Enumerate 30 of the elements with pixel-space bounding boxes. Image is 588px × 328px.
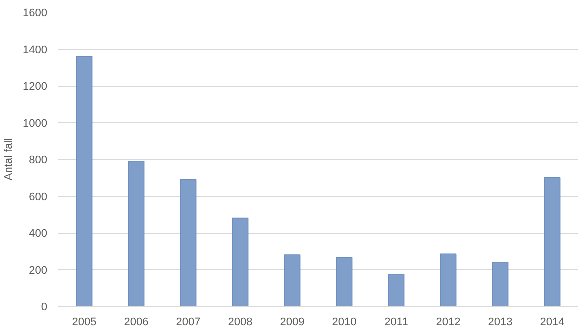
y-tick-label: 1600 [23, 8, 48, 20]
x-tick-label: 2013 [488, 316, 513, 328]
y-tick-label: 400 [29, 228, 48, 240]
bar [336, 257, 353, 306]
bar [128, 160, 145, 306]
y-tick-label: 800 [29, 154, 48, 166]
y-axis-title: Antal fall [3, 138, 16, 181]
x-tick-label: 2010 [332, 316, 357, 328]
bar [492, 262, 509, 306]
x-tick-label: 2009 [280, 316, 305, 328]
bar [76, 56, 93, 306]
y-tick-label: 1400 [23, 44, 48, 56]
bar [232, 218, 249, 306]
bar [284, 254, 301, 306]
y-tick-label: 1000 [23, 118, 48, 130]
x-tick-label: 2008 [228, 316, 253, 328]
bar [180, 179, 197, 306]
x-tick-label: 2012 [436, 316, 461, 328]
y-tick-label: 200 [29, 264, 48, 277]
x-tick-label: 2011 [384, 316, 408, 328]
y-tick-label: 0 [41, 302, 48, 314]
x-tick-label: 2005 [72, 316, 97, 328]
x-tick-label: 2007 [176, 316, 201, 328]
y-tick-label: 1200 [23, 81, 48, 93]
y-tick-label: 600 [29, 191, 48, 204]
bar [440, 254, 457, 306]
bar [388, 274, 405, 306]
x-tick-label: 2014 [540, 316, 565, 328]
bar [544, 177, 561, 306]
x-tick-label: 2006 [124, 316, 149, 328]
